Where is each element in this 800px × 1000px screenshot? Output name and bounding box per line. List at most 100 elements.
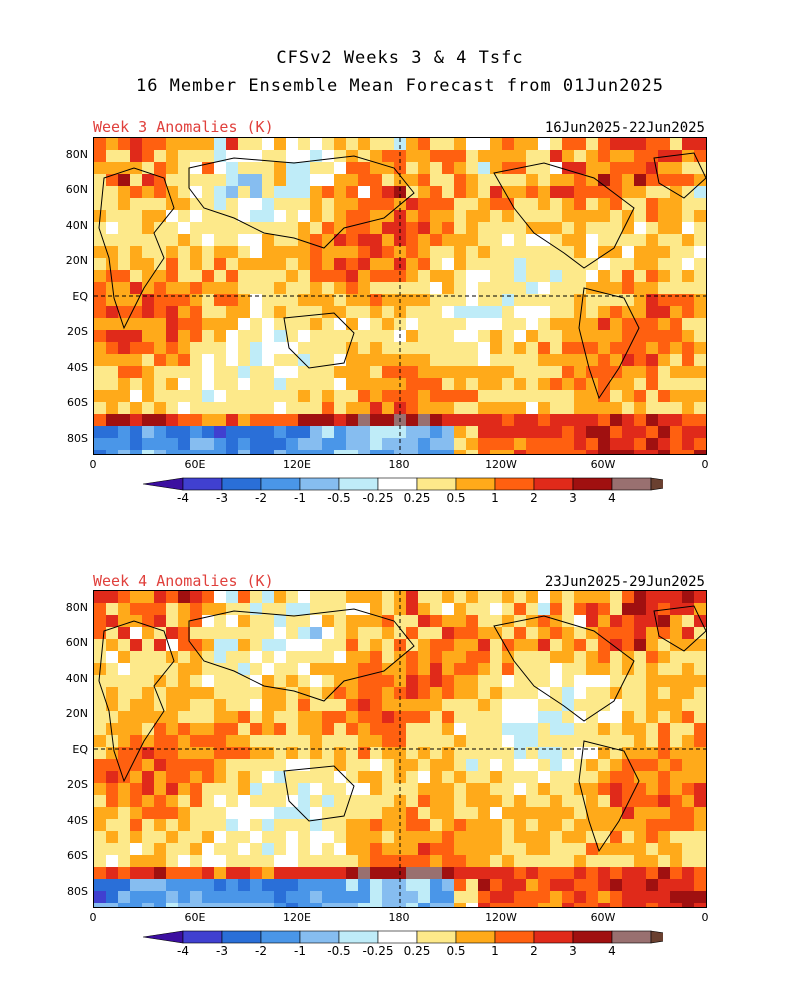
coastline bbox=[653, 605, 706, 652]
coastline bbox=[188, 155, 415, 249]
colorbar-segment bbox=[611, 930, 652, 944]
colorbar-segment bbox=[299, 477, 340, 491]
colorbar-segment bbox=[455, 930, 496, 944]
figure-title-line-2: 16 Member Ensemble Mean Forecast from 01… bbox=[135, 76, 665, 96]
colorbar-segment bbox=[260, 930, 301, 944]
coastline bbox=[493, 162, 635, 269]
colorbar-tick-label: -2 bbox=[255, 944, 267, 958]
longitude-tick-label: 0 bbox=[701, 458, 709, 471]
coastline bbox=[98, 620, 175, 783]
longitude-tick-label: 120E bbox=[283, 911, 311, 924]
colorbar-segment bbox=[221, 477, 262, 491]
coastline bbox=[578, 287, 640, 400]
colorbar-segment bbox=[338, 477, 379, 491]
colorbar-left-arrow bbox=[143, 930, 184, 944]
latitude-tick-label: 20N bbox=[65, 707, 88, 720]
colorbar-tick-label: 3 bbox=[569, 944, 577, 958]
colorbar-segment bbox=[611, 477, 652, 491]
week3-anomaly-map bbox=[93, 137, 707, 455]
colorbar-tick-label: -3 bbox=[216, 491, 228, 505]
colorbar-right-arrow bbox=[650, 930, 663, 944]
longitude-tick-label: 60E bbox=[184, 911, 206, 924]
week4-date-range: 23Jun2025-29Jun2025 bbox=[544, 574, 705, 590]
colorbar-tick-label: -3 bbox=[216, 944, 228, 958]
colorbar-segment bbox=[377, 477, 418, 491]
latitude-tick-label: 80N bbox=[65, 601, 88, 614]
coastline bbox=[653, 152, 706, 199]
colorbar-tick-label: -0.25 bbox=[362, 491, 394, 505]
latitude-tick-label: 80S bbox=[67, 885, 88, 898]
colorbar-tick-label: 4 bbox=[608, 944, 616, 958]
colorbar-tick-label: 0.5 bbox=[446, 944, 466, 958]
latitude-tick-label: 40N bbox=[65, 219, 88, 232]
colorbar-tick-label: -2 bbox=[255, 491, 267, 505]
colorbar-tick-label: 3 bbox=[569, 491, 577, 505]
colorbar-left-arrow bbox=[143, 477, 184, 491]
colorbar-tick-label: 4 bbox=[608, 491, 616, 505]
latitude-tick-label: 60N bbox=[65, 183, 88, 196]
colorbar-tick-label: -4 bbox=[177, 944, 189, 958]
colorbar-segment bbox=[299, 930, 340, 944]
colorbar-segment bbox=[455, 477, 496, 491]
colorbar-segment bbox=[533, 930, 574, 944]
latitude-tick-label: 20N bbox=[65, 254, 88, 267]
colorbar-tick-label: -4 bbox=[177, 491, 189, 505]
colorbar-tick-label: 2 bbox=[530, 491, 538, 505]
latitude-tick-label: 40S bbox=[67, 361, 88, 374]
coastline bbox=[188, 608, 415, 702]
colorbar-segment bbox=[260, 477, 301, 491]
colorbar-tick-label: -1 bbox=[294, 944, 306, 958]
colorbar-segment bbox=[416, 930, 457, 944]
coastline bbox=[578, 740, 640, 853]
colorbar-segment bbox=[182, 477, 223, 491]
colorbar-segment bbox=[533, 477, 574, 491]
colorbar-tick-label: 0.25 bbox=[403, 491, 431, 505]
colorbar-swatches bbox=[143, 930, 663, 944]
colorbar-segment bbox=[416, 477, 457, 491]
longitude-tick-label: 180 bbox=[388, 458, 410, 471]
colorbar-segment bbox=[182, 930, 223, 944]
coastline bbox=[283, 312, 355, 369]
figure-title-line-1: CFSv2 Weeks 3 & 4 Tsfc bbox=[276, 48, 524, 68]
colorbar-tick-label: -0.25 bbox=[362, 944, 394, 958]
colorbar-swatches bbox=[143, 477, 663, 491]
colorbar-tick-label: 1 bbox=[491, 491, 499, 505]
week4-anomaly-map bbox=[93, 590, 707, 908]
latitude-tick-label: 40N bbox=[65, 672, 88, 685]
week3-date-range: 16Jun2025-22Jun2025 bbox=[544, 120, 705, 136]
colorbar-right-arrow bbox=[650, 477, 663, 491]
coastline bbox=[283, 765, 355, 822]
colorbar-segment bbox=[221, 930, 262, 944]
coastline bbox=[98, 167, 175, 330]
colorbar-segment bbox=[377, 930, 418, 944]
colorbar-tick-label: -1 bbox=[294, 491, 306, 505]
longitude-tick-label: 120W bbox=[485, 458, 517, 471]
colorbar-segment bbox=[494, 477, 535, 491]
week3-panel-label: Week 3 Anomalies (K) bbox=[93, 118, 274, 136]
colorbar-tick-label: 0.25 bbox=[403, 944, 431, 958]
latitude-tick-label: 20S bbox=[67, 778, 88, 791]
longitude-tick-label: 60E bbox=[184, 458, 206, 471]
colorbar-segment bbox=[572, 930, 613, 944]
latitude-tick-label: 60S bbox=[67, 849, 88, 862]
latitude-tick-label: 80S bbox=[67, 432, 88, 445]
colorbar-tick-label: -0.5 bbox=[327, 491, 351, 505]
latitude-tick-label: EQ bbox=[72, 743, 88, 756]
colorbar-tick-label: -0.5 bbox=[327, 944, 351, 958]
longitude-tick-label: 120W bbox=[485, 911, 517, 924]
latitude-tick-label: 40S bbox=[67, 814, 88, 827]
latitude-tick-label: 20S bbox=[67, 325, 88, 338]
colorbar-segment bbox=[338, 930, 379, 944]
colorbar-segment bbox=[572, 477, 613, 491]
latitude-tick-label: 80N bbox=[65, 148, 88, 161]
longitude-tick-label: 0 bbox=[89, 458, 97, 471]
longitude-tick-label: 180 bbox=[388, 911, 410, 924]
colorbar-tick-label: 1 bbox=[491, 944, 499, 958]
longitude-tick-label: 120E bbox=[283, 458, 311, 471]
colorbar-tick-label: 2 bbox=[530, 944, 538, 958]
colorbar-tick-label: 0.5 bbox=[446, 491, 466, 505]
latitude-tick-label: 60S bbox=[67, 396, 88, 409]
coastline bbox=[493, 615, 635, 722]
week4-panel-label: Week 4 Anomalies (K) bbox=[93, 572, 274, 590]
longitude-tick-label: 0 bbox=[701, 911, 709, 924]
